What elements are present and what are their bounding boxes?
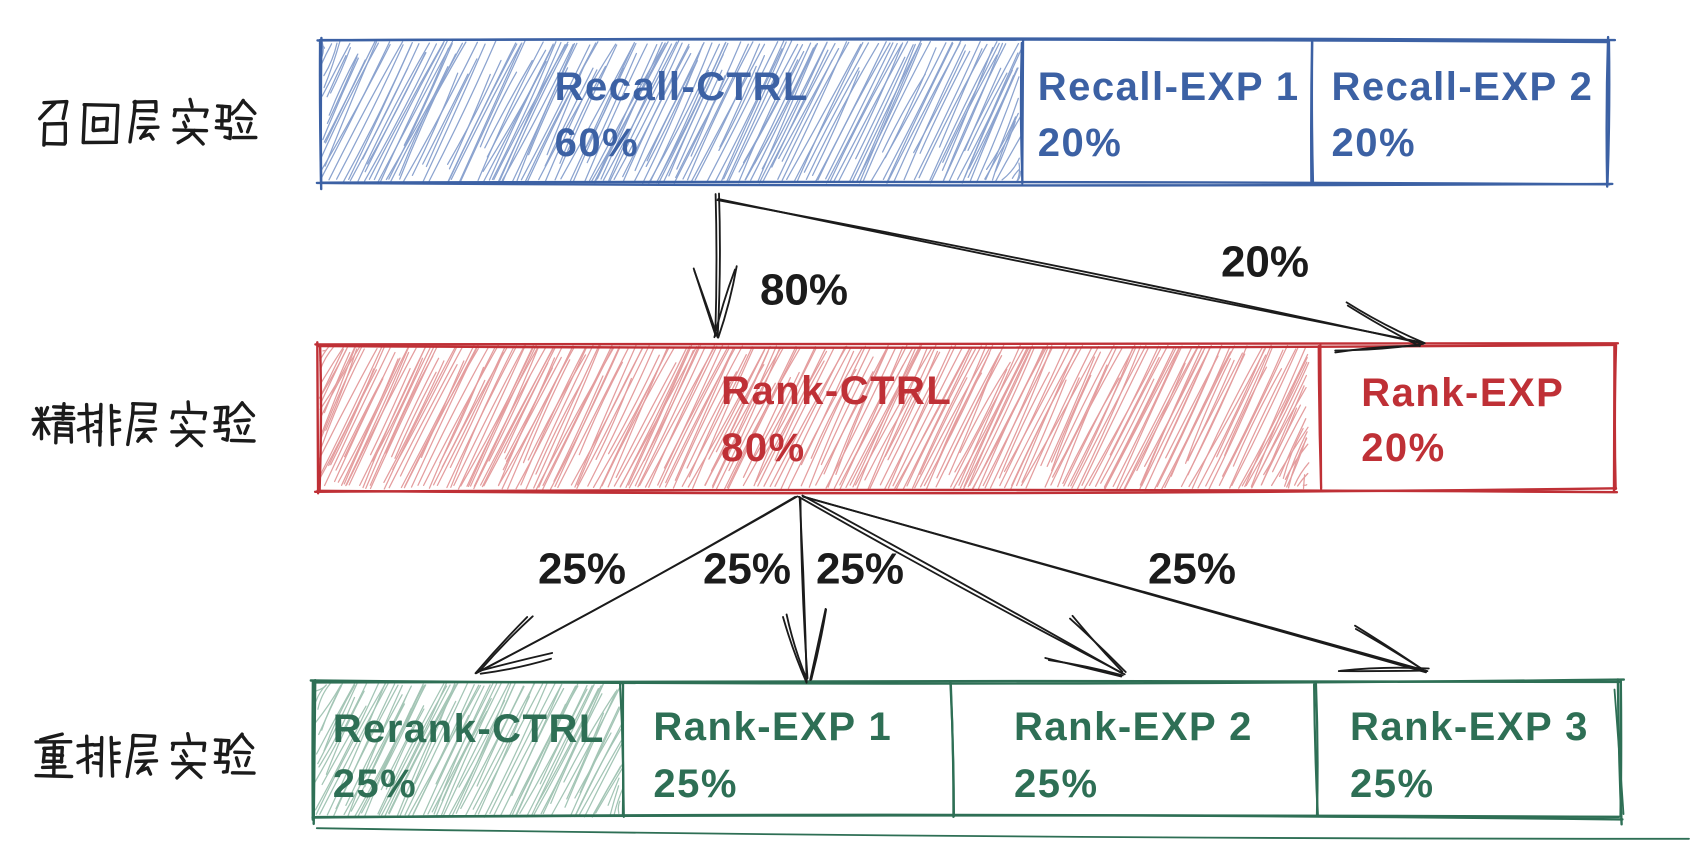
svg-text:25%: 25%	[1014, 762, 1099, 806]
svg-text:Recall-EXP 2: Recall-EXP 2	[1332, 65, 1594, 109]
svg-text:25%: 25%	[1148, 545, 1236, 594]
svg-text:20%: 20%	[1332, 121, 1417, 165]
svg-text:20%: 20%	[1038, 121, 1123, 165]
svg-text:Recall-CTRL: Recall-CTRL	[555, 65, 809, 109]
svg-text:Rank-EXP: Rank-EXP	[1361, 371, 1564, 415]
svg-text:25%: 25%	[1350, 762, 1435, 806]
svg-text:20%: 20%	[1221, 238, 1309, 287]
svg-text:60%: 60%	[555, 121, 640, 165]
svg-text:25%: 25%	[538, 545, 626, 594]
svg-text:25%: 25%	[333, 762, 418, 806]
svg-text:80%: 80%	[721, 426, 806, 470]
svg-text:80%: 80%	[760, 266, 848, 315]
svg-text:Recall-EXP 1: Recall-EXP 1	[1038, 65, 1300, 109]
svg-text:Rank-EXP 1: Rank-EXP 1	[653, 705, 892, 749]
svg-text:Rank-CTRL: Rank-CTRL	[721, 369, 952, 413]
svg-text:25%: 25%	[703, 545, 791, 594]
svg-text:Rank-EXP 3: Rank-EXP 3	[1350, 705, 1589, 749]
svg-text:20%: 20%	[1361, 426, 1446, 470]
svg-text:25%: 25%	[816, 545, 904, 594]
svg-text:Rerank-CTRL: Rerank-CTRL	[333, 707, 605, 751]
svg-text:Rank-EXP 2: Rank-EXP 2	[1014, 705, 1253, 749]
svg-text:25%: 25%	[653, 762, 738, 806]
